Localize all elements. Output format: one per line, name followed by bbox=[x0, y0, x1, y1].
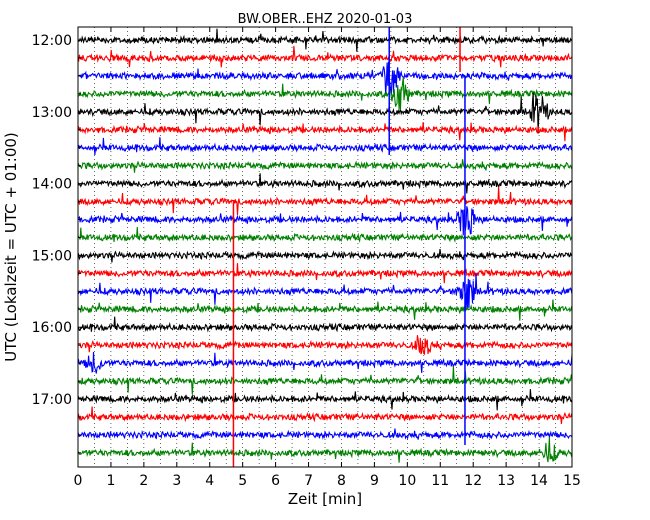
y-tick-label: 17:00 bbox=[32, 392, 72, 408]
x-tick-label: 5 bbox=[238, 473, 247, 489]
plot-frame bbox=[77, 26, 573, 468]
x-tick-label: 13 bbox=[497, 473, 515, 489]
y-tick-label: 15:00 bbox=[32, 248, 72, 264]
trace-1315 bbox=[77, 122, 573, 142]
trace-1515 bbox=[77, 263, 573, 284]
trace-1530 bbox=[77, 272, 573, 311]
y-tick-label: 12:00 bbox=[32, 33, 72, 49]
trace-1215 bbox=[77, 45, 573, 68]
trace-1300 bbox=[77, 92, 573, 134]
x-tick-label: 3 bbox=[172, 473, 181, 489]
x-tick-label: 9 bbox=[370, 473, 379, 489]
y-tick-label: 13:00 bbox=[32, 105, 72, 121]
x-tick-label: 0 bbox=[74, 473, 83, 489]
y-axis-label: UTC (Lokalzeit = UTC + 01:00) bbox=[2, 132, 20, 362]
trace-1645 bbox=[77, 366, 573, 395]
x-tick-label: 4 bbox=[205, 473, 214, 489]
trace-1245 bbox=[77, 77, 573, 110]
x-tick-label: 7 bbox=[304, 473, 313, 489]
trace-1700 bbox=[77, 389, 573, 411]
x-axis-label: Zeit [min] bbox=[288, 490, 362, 508]
x-tick-label: 8 bbox=[337, 473, 346, 489]
trace-1615 bbox=[77, 335, 573, 356]
trace-1200 bbox=[77, 28, 573, 52]
y-tick-label: 16:00 bbox=[32, 320, 72, 336]
trace-1715 bbox=[77, 406, 573, 425]
x-tick-label: 11 bbox=[431, 473, 449, 489]
grid-lines bbox=[94, 27, 556, 467]
trace-1430 bbox=[77, 206, 573, 236]
x-tick-label: 15 bbox=[563, 473, 581, 489]
seismic-traces bbox=[77, 27, 573, 467]
axis-ticks: 0 1 2 3 4 5 6 7 8 9 10 11 12 13 14 1512:0013:0014:0015:… bbox=[32, 27, 581, 489]
chart-title: BW.OBER..EHZ 2020-01-03 bbox=[238, 12, 413, 27]
trace-1545 bbox=[77, 299, 573, 321]
x-tick-label: 12 bbox=[464, 473, 482, 489]
trace-1230 bbox=[78, 61, 573, 96]
trace-1415 bbox=[77, 186, 573, 216]
trace-1400 bbox=[77, 173, 573, 194]
x-tick-label: 6 bbox=[271, 473, 280, 489]
trace-1500 bbox=[77, 248, 573, 263]
x-tick-label: 2 bbox=[139, 473, 148, 489]
x-tick-label: 10 bbox=[398, 473, 416, 489]
x-tick-label: 14 bbox=[530, 473, 548, 489]
x-tick-label: 1 bbox=[106, 473, 115, 489]
trace-1345 bbox=[77, 159, 573, 173]
y-tick-label: 14:00 bbox=[32, 177, 72, 193]
trace-1600 bbox=[77, 316, 573, 333]
trace-1745 bbox=[77, 437, 573, 463]
trace-1330 bbox=[77, 137, 573, 155]
trace-1445 bbox=[77, 226, 573, 243]
trace-1730 bbox=[77, 428, 573, 440]
trace-1630 bbox=[77, 351, 573, 374]
